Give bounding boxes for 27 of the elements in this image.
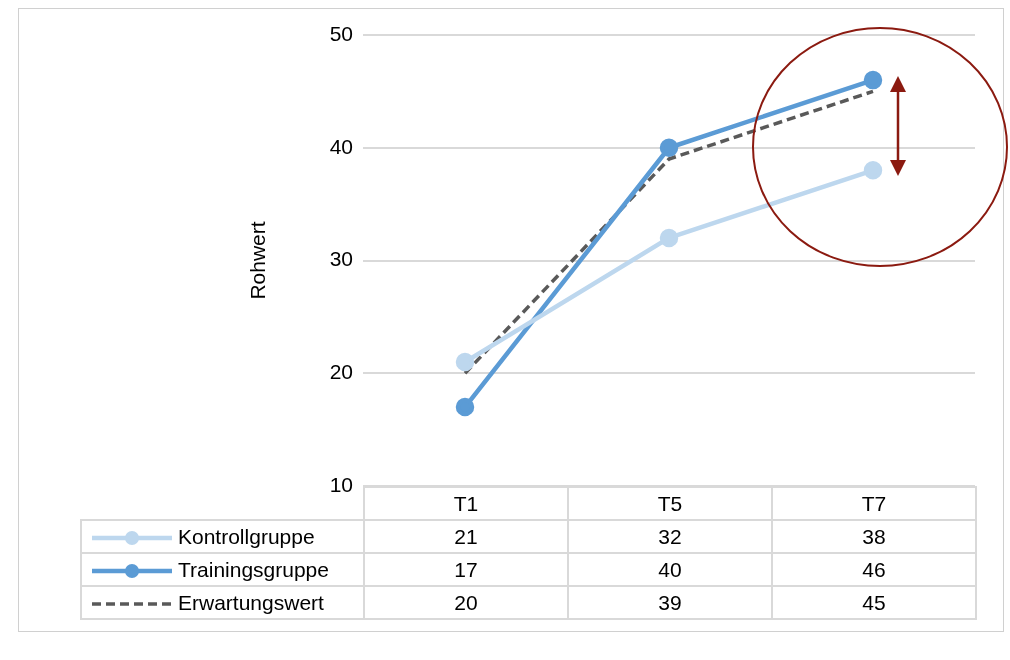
data-label: 38 <box>772 520 976 553</box>
point <box>863 70 883 90</box>
data-label: 32 <box>568 520 772 553</box>
data-label: 20 <box>364 586 568 619</box>
y-axis-title: Rohwert <box>246 221 270 300</box>
point <box>659 138 679 157</box>
legend-label: Kontrollgruppe <box>178 524 315 548</box>
y-tick-label: 20 <box>329 360 353 384</box>
point <box>659 228 679 248</box>
data-label: 40 <box>568 553 772 586</box>
data-label: 21 <box>364 520 568 553</box>
x-tick-label: T7 <box>772 487 976 520</box>
legend-label: Trainingsgruppe <box>178 557 329 581</box>
point <box>455 397 475 417</box>
data-label: 39 <box>568 586 772 619</box>
data-label: 46 <box>772 553 976 586</box>
data-label: 45 <box>772 586 976 619</box>
legend-label: Erwartungswert <box>178 590 324 614</box>
x-tick-label: T5 <box>568 487 772 520</box>
data-label: 17 <box>364 553 568 586</box>
point <box>863 161 883 180</box>
x-tick-label: T1 <box>364 487 568 520</box>
y-tick-label: 50 <box>329 21 353 45</box>
y-tick-label: 30 <box>329 247 353 271</box>
y-tick-label: 10 <box>329 472 353 496</box>
y-tick-label: 40 <box>329 134 353 158</box>
point <box>455 352 475 372</box>
